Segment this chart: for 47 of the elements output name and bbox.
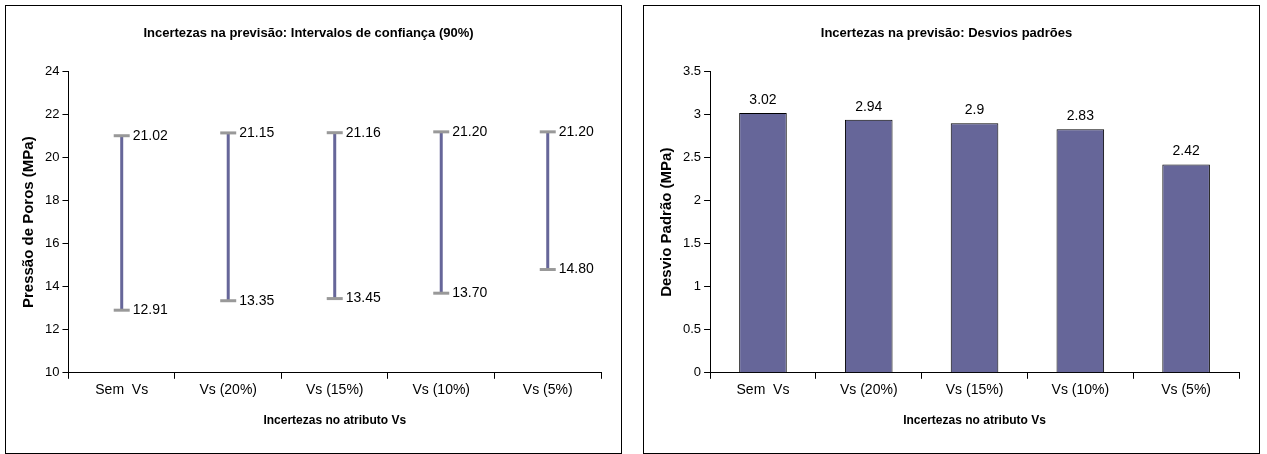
chart-title: Incertezas na previsão: Intervalos de confiança (90%) [143, 25, 474, 41]
y-tick-label: 3.5 [682, 63, 702, 79]
y-tick-label: 14 [44, 278, 60, 294]
y-tick-label: 18 [44, 192, 60, 208]
y-tick-label: 16 [44, 235, 60, 251]
y-tick-label: 10 [44, 364, 60, 380]
y-axis-title: Desvio Padrão (MPa) [657, 147, 675, 297]
annotation: 21.02 [132, 126, 168, 143]
y-tick-label: 3 [693, 106, 702, 122]
x-tick-label: Vs (5%) [1161, 381, 1212, 398]
annotation: 13.45 [345, 289, 381, 306]
x-tick-label: Sem Vs [95, 381, 149, 398]
x-tick-label: Vs (10%) [412, 381, 471, 398]
annotation: 21.16 [345, 123, 381, 140]
y-tick-label: 0 [693, 364, 702, 380]
y-axis-title: Pressão de Poros (MPa) [19, 136, 37, 309]
annotation: 21.20 [452, 122, 488, 139]
data-label: 3.02 [749, 90, 777, 107]
x-axis-title: Incertezas no atributo Vs [263, 413, 407, 428]
y-tick-label: 2 [693, 192, 702, 208]
annotation: 21.15 [239, 123, 275, 140]
data-label: 2.9 [964, 101, 985, 118]
data-label: 2.94 [855, 97, 883, 114]
x-tick-label: Vs (15%) [305, 381, 364, 398]
y-tick-label: 0.5 [682, 321, 702, 337]
annotation: 13.70 [452, 284, 488, 301]
x-tick-label: Vs (20%) [839, 381, 898, 398]
annotation: 13.35 [239, 291, 275, 308]
chart-title: Incertezas na previsão: Desvios padrões [820, 25, 1073, 41]
annotation: 14.80 [558, 260, 594, 277]
y-tick-label: 24 [44, 63, 60, 79]
x-tick-label: Sem Vs [736, 381, 790, 398]
x-tick-label: Vs (15%) [945, 381, 1004, 398]
y-tick-label: 22 [44, 106, 60, 122]
data-label: 2.83 [1066, 107, 1095, 124]
annotation: 21.20 [558, 122, 594, 139]
x-tick-label: Vs (10%) [1051, 381, 1110, 398]
y-tick-label: 2.5 [682, 149, 702, 165]
data-label: 2.42 [1172, 142, 1200, 159]
annotation: 12.91 [132, 301, 168, 318]
x-axis-title: Incertezas no atributo Vs [903, 413, 1047, 428]
x-tick-label: Vs (5%) [522, 381, 573, 398]
y-tick-label: 1.5 [682, 235, 702, 251]
y-tick-label: 12 [44, 321, 60, 337]
y-tick-label: 1 [693, 278, 702, 294]
y-tick-label: 20 [44, 149, 60, 165]
x-tick-label: Vs (20%) [199, 381, 258, 398]
